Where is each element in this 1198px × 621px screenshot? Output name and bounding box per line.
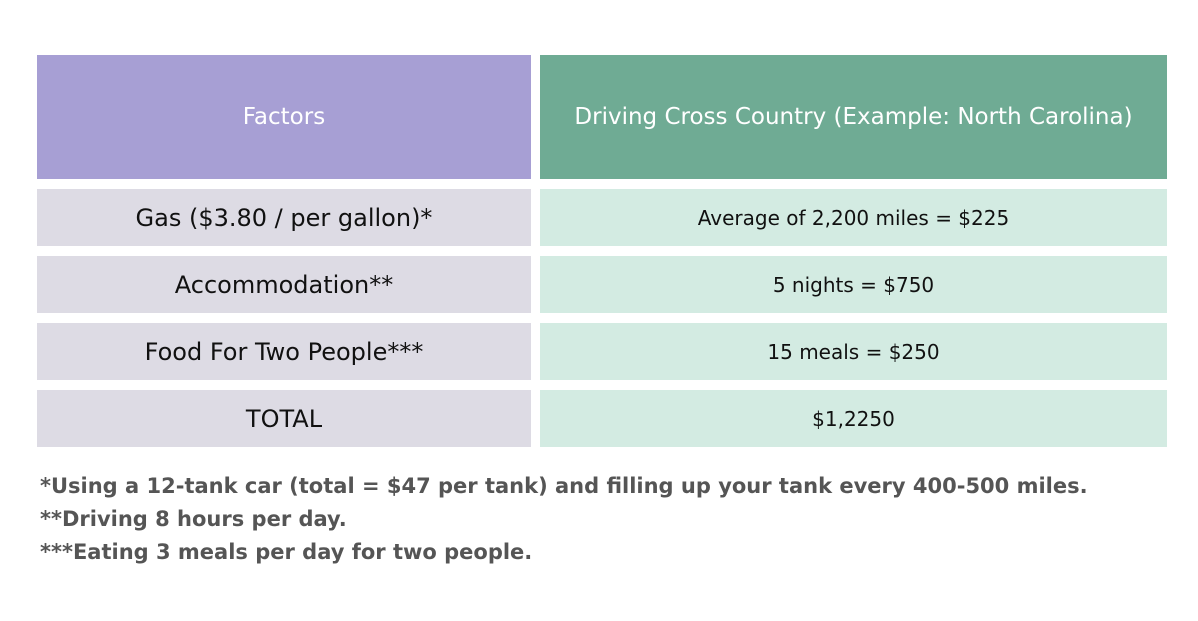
footnote: ***Eating 3 meals per day for two people… xyxy=(40,540,533,564)
header-cell: Factors xyxy=(37,55,531,179)
row-label: Food For Two People*** xyxy=(37,323,531,380)
row-value: Average of 2,200 miles = $225 xyxy=(540,189,1167,246)
row-value: $1,2250 xyxy=(540,390,1167,447)
footnote: **Driving 8 hours per day. xyxy=(40,507,347,531)
row-label: Gas ($3.80 / per gallon)* xyxy=(37,189,531,246)
row-label: TOTAL xyxy=(37,390,531,447)
row-value: 5 nights = $750 xyxy=(540,256,1167,313)
row-value: 15 meals = $250 xyxy=(540,323,1167,380)
footnote: *Using a 12-tank car (total = $47 per ta… xyxy=(40,474,1088,498)
header-cell: Driving Cross Country (Example: North Ca… xyxy=(540,55,1167,179)
row-label: Accommodation** xyxy=(37,256,531,313)
